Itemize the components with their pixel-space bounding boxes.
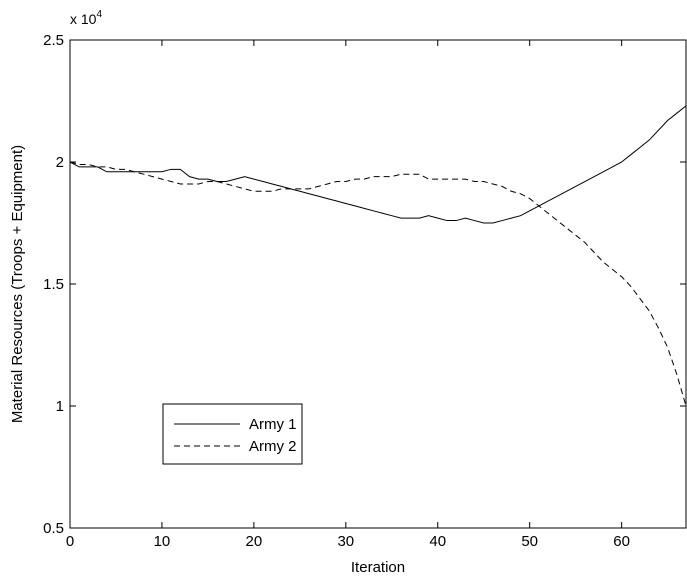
x-tick-label-40: 40	[429, 533, 446, 550]
ticks-layer: 0 10 20 30 40 50 60 0.5 1 1.5 2 2.5	[43, 32, 686, 550]
y-axis-label: Material Resources (Troops + Equipment)	[9, 145, 26, 423]
x-tick-label-30: 30	[337, 533, 354, 550]
x-axis-label: Iteration	[351, 559, 405, 576]
legend-label-army-1: Army 1	[249, 416, 297, 433]
y-axis-exponent-label: x 104	[70, 9, 102, 27]
x-tick-label-10: 10	[154, 533, 171, 550]
y-tick-label-2: 2	[56, 154, 64, 171]
legend: Army 1 Army 2	[162, 403, 303, 465]
x-tick-label-60: 60	[613, 533, 630, 550]
series-line-army-1	[69, 105, 687, 224]
x-tick-label-50: 50	[521, 533, 538, 550]
series-layer	[69, 105, 687, 407]
y-tick-label-1.5: 1.5	[43, 276, 64, 293]
x-tick-label-0: 0	[66, 533, 74, 550]
x-tick-label-20: 20	[246, 533, 263, 550]
series-line-army-2	[69, 161, 687, 407]
legend-label-army-2: Army 2	[249, 438, 297, 455]
y-tick-label-1: 1	[56, 398, 64, 415]
y-tick-label-0.5: 0.5	[43, 520, 64, 537]
y-tick-label-2.5: 2.5	[43, 32, 64, 49]
legend-box	[162, 403, 303, 465]
